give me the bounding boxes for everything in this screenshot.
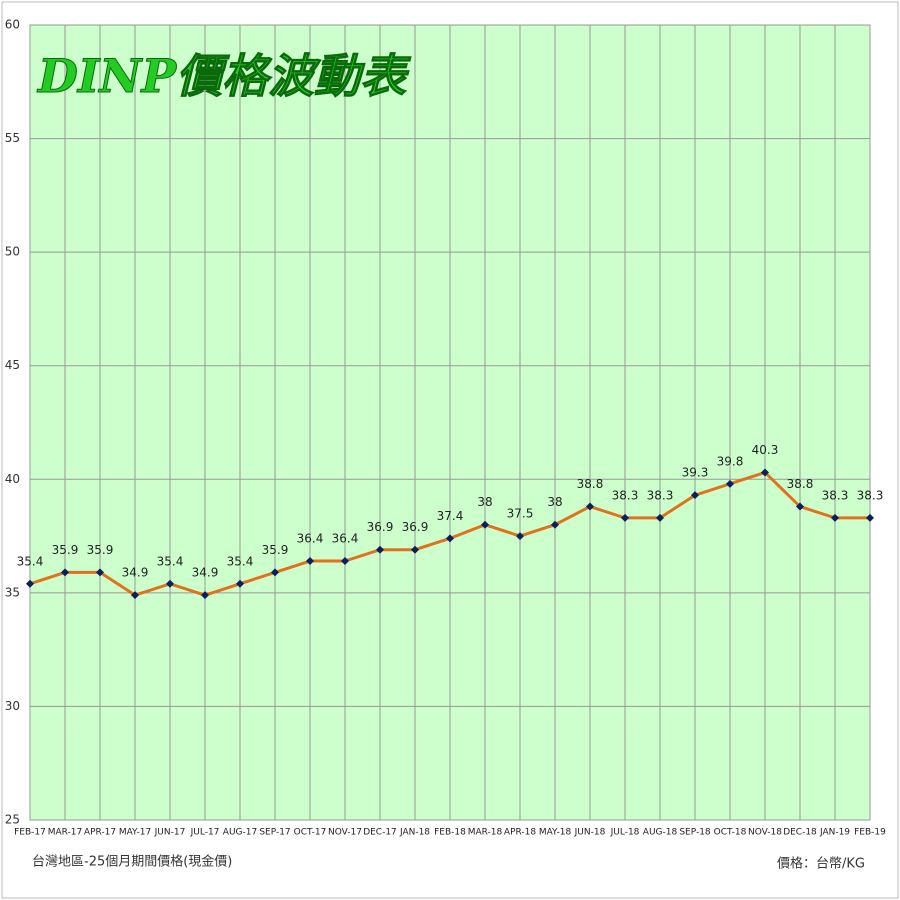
x-tick-label: MAR-18 xyxy=(468,828,503,838)
value-label: 35.4 xyxy=(157,554,184,568)
x-tick-label: JUN-18 xyxy=(574,828,606,838)
x-tick-label: FEB-17 xyxy=(14,828,46,838)
x-tick-label: NOV-17 xyxy=(328,828,362,838)
value-label: 36.4 xyxy=(332,532,359,546)
x-tick-label: JUN-17 xyxy=(154,828,186,838)
point-marker xyxy=(866,513,874,522)
value-label: 36.9 xyxy=(402,520,429,534)
value-label: 35.4 xyxy=(17,554,44,568)
point-marker xyxy=(656,513,664,522)
value-label: 38.8 xyxy=(787,477,814,491)
point-marker xyxy=(481,520,489,529)
point-marker xyxy=(586,502,594,511)
x-tick-label: MAY-17 xyxy=(119,828,151,838)
value-label: 35.9 xyxy=(52,543,79,557)
point-marker xyxy=(26,579,34,588)
y-tick-label: 50 xyxy=(5,245,20,259)
value-label: 38 xyxy=(547,495,562,509)
point-marker xyxy=(761,468,769,477)
value-label: 34.9 xyxy=(122,566,149,580)
point-marker xyxy=(726,479,734,488)
point-marker xyxy=(446,534,454,543)
footnote-left: 台灣地區-25個月期間價格(現金價) xyxy=(32,854,232,870)
y-tick-label: 40 xyxy=(5,472,20,486)
x-tick-label: SEP-18 xyxy=(679,828,711,838)
x-tick-label: JAN-19 xyxy=(819,828,850,838)
y-tick-label: 60 xyxy=(5,18,20,32)
x-tick-label: OCT-18 xyxy=(714,828,747,838)
y-tick-label: 35 xyxy=(5,585,20,599)
point-marker xyxy=(166,579,174,588)
value-label: 38.3 xyxy=(612,488,639,502)
point-marker xyxy=(96,568,104,577)
value-label: 39.8 xyxy=(717,454,744,468)
point-marker xyxy=(831,513,839,522)
value-label: 36.9 xyxy=(367,520,394,534)
x-tick-label: JUL-18 xyxy=(610,828,640,838)
value-label: 38.3 xyxy=(857,488,884,502)
value-label: 37.4 xyxy=(437,509,464,523)
x-tick-label: NOV-18 xyxy=(748,828,782,838)
value-label: 38.3 xyxy=(647,488,674,502)
value-label: 34.9 xyxy=(192,566,219,580)
value-label: 35.9 xyxy=(87,543,114,557)
footnote-right: 價格：台幣/KG xyxy=(777,856,865,872)
point-marker xyxy=(271,568,279,577)
x-tick-label: FEB-18 xyxy=(434,828,466,838)
x-tick-label: MAR-17 xyxy=(48,828,83,838)
x-tick-label: AUG-17 xyxy=(223,828,257,838)
y-tick-label: 55 xyxy=(5,131,20,145)
point-marker xyxy=(341,557,349,566)
x-tick-label: MAY-18 xyxy=(539,828,572,838)
point-marker xyxy=(306,557,314,566)
value-label: 36.4 xyxy=(297,532,324,546)
point-marker xyxy=(236,579,244,588)
point-marker xyxy=(201,591,209,600)
point-marker xyxy=(411,545,419,554)
point-marker xyxy=(691,491,699,500)
point-marker xyxy=(61,568,69,577)
y-tick-label: 25 xyxy=(5,813,20,827)
x-tick-label: DEC-17 xyxy=(363,828,397,838)
value-label: 38.3 xyxy=(822,488,849,502)
value-label: 40.3 xyxy=(752,443,779,457)
point-marker xyxy=(376,545,384,554)
x-tick-label: AUG-18 xyxy=(643,828,678,838)
value-label: 35.9 xyxy=(262,543,289,557)
value-label: 38 xyxy=(477,495,492,509)
point-marker xyxy=(621,513,629,522)
value-label: 37.5 xyxy=(507,507,534,521)
point-marker xyxy=(131,591,139,600)
point-marker xyxy=(551,520,559,529)
x-tick-label: APR-18 xyxy=(504,828,536,838)
y-tick-label: 30 xyxy=(5,699,20,713)
value-label: 38.8 xyxy=(577,477,604,491)
x-tick-label: OCT-17 xyxy=(294,828,327,838)
x-tick-label: SEP-17 xyxy=(259,828,290,838)
value-label: 35.4 xyxy=(227,554,254,568)
chart-title: DINP價格波動表 xyxy=(36,49,412,103)
point-marker xyxy=(796,502,804,511)
x-tick-label: JAN-18 xyxy=(399,828,430,838)
y-tick-label: 45 xyxy=(5,358,20,372)
point-marker xyxy=(516,532,524,541)
x-tick-label: APR-17 xyxy=(84,828,116,838)
x-tick-label: JUL-17 xyxy=(190,828,220,838)
x-tick-label: FEB-19 xyxy=(854,828,886,838)
value-label: 39.3 xyxy=(682,466,709,480)
x-tick-label: DEC-18 xyxy=(783,828,817,838)
